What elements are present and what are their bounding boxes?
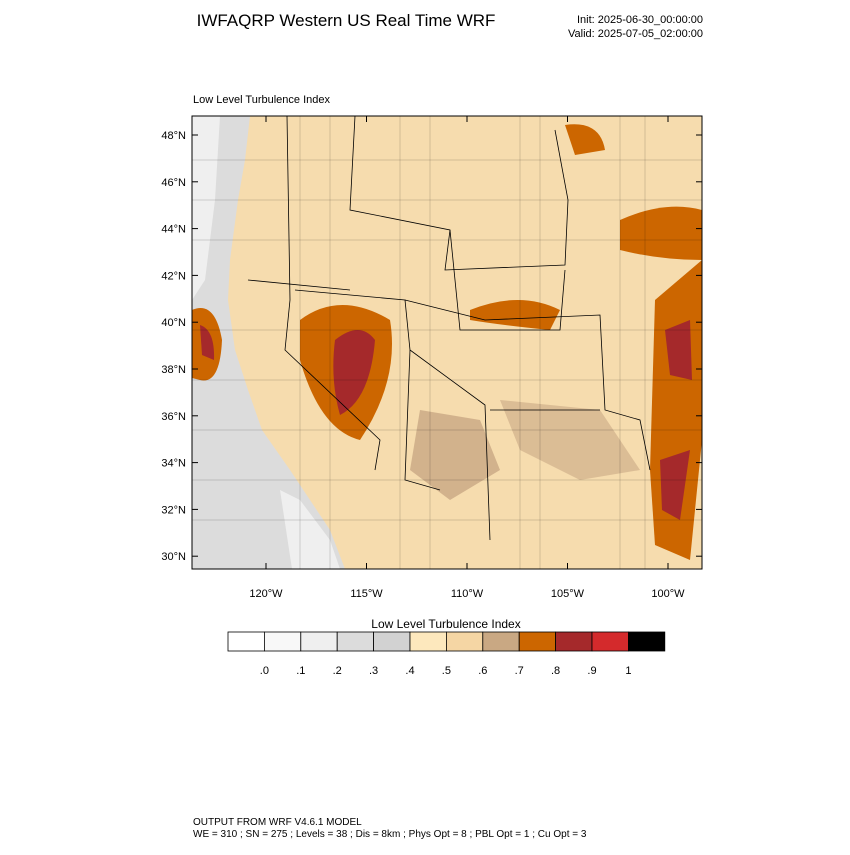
map-subtitle: Low Level Turbulence Index xyxy=(193,94,330,106)
lat-label: 38°N xyxy=(161,364,186,376)
map xyxy=(192,116,702,569)
colorbar-label: .6 xyxy=(478,665,487,677)
colorbar-label: .0 xyxy=(260,665,269,677)
axes: 48°N 46°N 44°N 42°N 40°N 38°N 36°N 34°N 32°N 30°N… xyxy=(161,116,702,600)
lon-label: 100°W xyxy=(651,588,685,600)
lat-label: 36°N xyxy=(161,411,186,423)
colorbar-label: .7 xyxy=(515,665,524,677)
lon-label: 110°W xyxy=(451,588,484,600)
colorbar-label: .9 xyxy=(587,665,596,677)
lat-label: 32°N xyxy=(161,504,186,516)
colorbar-box xyxy=(555,631,593,652)
colorbar-box xyxy=(373,631,411,652)
colorbar-label: .8 xyxy=(551,665,560,677)
colorbar-box xyxy=(336,631,375,652)
footer-line: WE = 310 ; SN = 275 ; Levels = 38 ; Dis … xyxy=(193,829,587,840)
lat-label: 44°N xyxy=(161,224,186,236)
footer-line: OUTPUT FROM WRF V4.6.1 MODEL xyxy=(193,817,362,828)
colorbar-box xyxy=(409,631,447,652)
lat-label: 48°N xyxy=(161,130,186,142)
colorbar-box xyxy=(300,631,338,652)
lat-label: 30°N xyxy=(161,551,186,563)
colorbar-label: .2 xyxy=(333,665,342,677)
title: IWFAQRP Western US Real Time WRF xyxy=(197,11,496,30)
lat-label: 34°N xyxy=(161,458,186,470)
colorbar-box xyxy=(628,631,666,652)
colorbar-label: .5 xyxy=(442,665,451,677)
colorbar-title: Low Level Turbulence Index xyxy=(371,617,520,631)
colorbar-label: .3 xyxy=(369,665,378,677)
colorbar-label: .1 xyxy=(296,665,305,677)
colorbar-box xyxy=(445,631,484,652)
lon-label: 120°W xyxy=(249,588,283,600)
lat-label: 40°N xyxy=(161,317,186,329)
colorbar: .0 .1 .2 .3 .4 .5 .6 .7 .8 .9 1 xyxy=(227,631,666,677)
colorbar-box xyxy=(263,631,302,652)
lon-label: 105°W xyxy=(551,588,585,600)
init-time: Init: 2025-06-30_00:00:00 xyxy=(577,14,703,26)
lat-label: 42°N xyxy=(161,270,186,282)
colorbar-box xyxy=(591,631,629,652)
lat-label: 46°N xyxy=(161,177,186,189)
colorbar-box xyxy=(227,631,265,652)
map-frame xyxy=(191,115,703,570)
lon-label: 115°W xyxy=(350,588,383,600)
valid-time: Valid: 2025-07-05_02:00:00 xyxy=(568,28,703,40)
colorbar-box xyxy=(482,631,520,652)
colorbar-label: 1 xyxy=(625,665,631,677)
colorbar-label: .4 xyxy=(405,665,414,677)
colorbar-box xyxy=(518,631,557,652)
